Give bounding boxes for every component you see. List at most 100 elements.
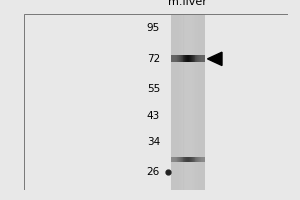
Text: 26: 26 [147,167,160,177]
Bar [175,55,176,62]
Bar [187,157,188,162]
Bar [174,14,175,190]
Bar [196,157,197,162]
Text: m.liver: m.liver [168,0,207,7]
Bar [200,14,201,190]
Bar [174,157,175,162]
Bar [187,14,188,190]
Bar [199,55,200,62]
Bar [192,14,193,190]
Bar [205,14,206,190]
Bar [178,14,179,190]
Bar [186,157,187,162]
Bar [176,55,177,62]
Bar [204,55,205,62]
Bar [185,157,186,162]
Bar [170,14,205,190]
Bar [203,55,204,62]
Bar [184,157,185,162]
Bar [179,14,180,190]
Bar [196,55,197,62]
Bar [200,55,201,62]
Bar [182,157,183,162]
Bar [178,157,179,162]
Bar [172,55,173,62]
Bar [170,157,171,162]
Text: 34: 34 [147,137,160,147]
Bar [193,14,194,190]
Bar [201,157,202,162]
Bar [172,157,173,162]
Bar [185,55,186,62]
Bar [182,14,184,190]
Polygon shape [208,52,222,66]
Bar [180,157,181,162]
Bar [179,55,180,62]
Bar [183,157,184,162]
Bar [188,55,189,62]
Bar [197,157,198,162]
Bar [176,14,178,190]
Bar [193,157,194,162]
Bar [184,14,185,190]
Bar [180,55,181,62]
Bar [198,14,199,190]
Text: 43: 43 [147,111,160,121]
Bar [173,55,174,62]
Bar [201,55,202,62]
Bar [179,157,180,162]
Bar [174,55,175,62]
Bar [200,157,201,162]
Bar [200,55,201,62]
Bar [178,55,179,62]
Bar [180,14,181,190]
Bar [187,55,188,62]
Bar [188,14,189,190]
Bar [194,157,195,162]
Bar [194,55,195,62]
Bar [173,14,174,190]
Bar [191,157,192,162]
Text: 95: 95 [147,23,160,33]
Bar [173,157,174,162]
Text: 72: 72 [147,54,160,64]
Bar [190,55,191,62]
Bar [181,157,182,162]
Bar [177,55,178,62]
Bar [204,157,205,162]
Bar [170,55,171,62]
Bar [190,157,191,162]
Bar [201,14,202,190]
Bar [189,55,190,62]
Bar [181,55,182,62]
Bar [185,14,186,190]
Bar [171,55,172,62]
Bar [186,14,187,190]
Bar [183,55,184,62]
Bar [200,157,201,162]
Bar [192,55,193,62]
Bar [202,14,204,190]
Bar [195,14,196,190]
Bar [196,14,198,190]
Bar [188,157,189,162]
Bar [170,14,172,190]
Bar [190,14,192,190]
Bar [192,157,193,162]
Bar [172,14,173,190]
Bar [177,157,178,162]
Bar [175,14,176,190]
Bar [203,157,204,162]
Bar [175,157,176,162]
Bar [193,55,194,62]
Bar [194,14,195,190]
Bar [198,157,199,162]
Bar [199,14,200,190]
Bar [199,157,200,162]
Bar [204,14,205,190]
Text: 55: 55 [147,84,160,94]
Bar [184,55,185,62]
Bar [202,55,203,62]
Bar [176,157,177,162]
Bar [191,55,192,62]
